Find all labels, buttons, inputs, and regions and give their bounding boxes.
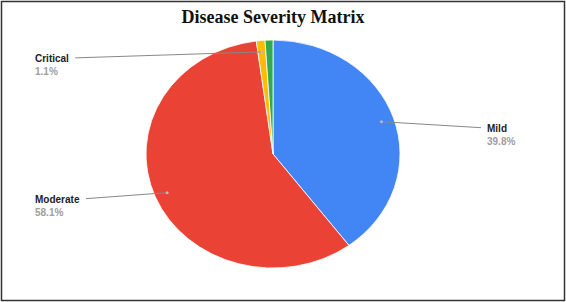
slice-value-label: 39.8% <box>487 136 515 147</box>
pie-slice <box>265 40 273 154</box>
slice-value-label: 58.1% <box>35 207 63 218</box>
chart-frame <box>2 2 565 301</box>
chart-title: Disease Severity Matrix <box>182 7 365 27</box>
chart: Disease Severity Matrix Mild 39.8% Moderate… <box>0 0 566 302</box>
leader-dot <box>260 50 263 53</box>
leader-dot <box>166 191 169 194</box>
slice-label: Mild <box>487 123 507 134</box>
pie-slices <box>146 40 400 268</box>
pie-slice <box>256 40 273 154</box>
leader-dot <box>380 120 383 123</box>
slice-label: Critical <box>35 53 69 64</box>
pie-slice <box>146 41 349 268</box>
slice-label: Moderate <box>35 194 80 205</box>
slice-value-label: 1.1% <box>35 66 58 77</box>
leader-line <box>75 52 262 58</box>
leader-line <box>86 193 167 199</box>
pie-labels: Mild 39.8% Moderate 58.1% Critical 1.1% <box>35 50 515 217</box>
leader-line <box>381 122 481 128</box>
